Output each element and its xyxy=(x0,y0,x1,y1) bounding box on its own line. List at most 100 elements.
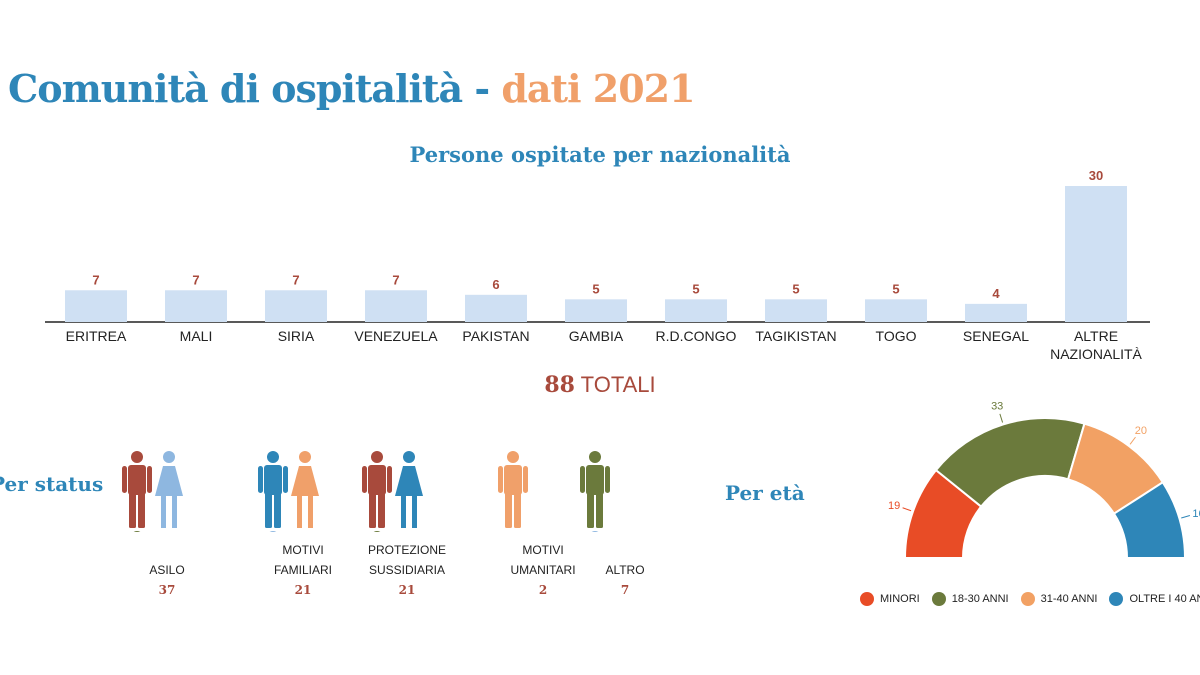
bar xyxy=(1065,186,1127,322)
title-year: dati 2021 xyxy=(501,66,695,111)
person-man-icon xyxy=(258,451,288,528)
bar xyxy=(965,303,1027,322)
x-tick-label: SENEGAL xyxy=(963,328,1029,344)
legend-item: OLTRE I 40 ANNI xyxy=(1109,591,1200,606)
bar xyxy=(165,290,227,322)
status-icons xyxy=(258,450,332,532)
person-man-icon xyxy=(591,531,599,532)
person-woman-icon xyxy=(155,451,183,528)
bar-value-label: 7 xyxy=(292,272,299,287)
status-label: PROTEZIONE xyxy=(367,543,446,557)
x-tick-label: VENEZUELA xyxy=(354,328,438,344)
legend-label: 31-40 ANNI xyxy=(1040,592,1098,605)
status-icons xyxy=(362,450,440,532)
bar xyxy=(865,299,927,322)
page-title: Comunità di ospitalità - dati 2021 xyxy=(8,66,696,111)
x-tick-label: ALTRE NAZIONALITÀ xyxy=(1050,328,1142,362)
status-icons xyxy=(122,450,212,532)
legend-label: 18-30 ANNI xyxy=(951,592,1009,605)
title-separator: - xyxy=(462,66,502,111)
person-man-icon xyxy=(362,451,392,528)
legend-label: OLTRE I 40 ANNI xyxy=(1129,592,1200,605)
status-count: 7 xyxy=(620,583,630,597)
bar xyxy=(265,290,327,322)
status-icons xyxy=(498,450,532,532)
bar-value-label: 4 xyxy=(992,286,1000,301)
person-woman-icon xyxy=(395,451,423,528)
person-man-icon xyxy=(373,531,381,532)
x-tick-label: ERITREA xyxy=(66,328,127,344)
status-label: UMANITARI xyxy=(510,563,576,577)
status-icons xyxy=(580,450,626,532)
bar-value-label: 7 xyxy=(92,272,99,287)
legend-swatch xyxy=(931,591,946,606)
legend-item: 31-40 ANNI xyxy=(1020,591,1098,606)
person-man-icon xyxy=(122,451,152,528)
x-tick-label: PAKISTAN xyxy=(462,328,529,344)
status-count: 2 xyxy=(538,583,548,597)
status-group: MOTIVI FAMILIARI 21 xyxy=(248,450,358,620)
status-label: ALTRO xyxy=(605,563,645,577)
person-man-icon xyxy=(269,531,277,532)
slice-leader-line xyxy=(1181,514,1191,519)
slice-value-label: 33 xyxy=(991,400,1003,412)
bar-value-label: 30 xyxy=(1089,168,1103,183)
bar xyxy=(465,294,527,322)
bar xyxy=(65,290,127,322)
age-legend: MINORI 18-30 ANNI 31-40 ANNI OLTRE I 40 ANN… xyxy=(860,590,1200,606)
x-tick-label: TAGIKISTAN xyxy=(755,328,836,344)
bar-value-label: 5 xyxy=(792,281,799,296)
slice-leader-line xyxy=(1129,436,1136,445)
x-tick-label: GAMBIA xyxy=(569,328,624,344)
age-donut-chart: 19 33 20 16 xyxy=(888,400,1200,559)
status-label: ASILO xyxy=(149,563,185,577)
slice-value-label: 19 xyxy=(888,500,900,512)
status-label: SUSSIDIARIA xyxy=(368,563,446,577)
legend-item: 18-30 ANNI xyxy=(931,591,1009,606)
status-group: MOTIVI UMANITARI 2 xyxy=(488,450,598,620)
person-woman-icon xyxy=(291,451,319,528)
status-section-title: Per status xyxy=(0,472,104,496)
bar xyxy=(765,299,827,322)
status-count: 21 xyxy=(294,583,312,597)
status-count: 37 xyxy=(158,583,176,597)
x-tick-label: R.D.CONGO xyxy=(656,328,737,344)
status-group: ALTRO 7 xyxy=(570,450,680,620)
bar xyxy=(565,299,627,322)
bar-value-label: 7 xyxy=(392,272,399,287)
slice-leader-line xyxy=(999,413,1004,423)
legend-swatch xyxy=(860,591,874,606)
total-number: 88 xyxy=(544,372,575,398)
legend-swatch xyxy=(1109,591,1124,606)
person-man-icon xyxy=(580,451,610,528)
bar-value-label: 5 xyxy=(892,281,899,296)
bar-value-label: 5 xyxy=(592,281,599,296)
donut-slice xyxy=(1112,480,1187,559)
legend-label: MINORI xyxy=(880,592,920,605)
slice-value-label: 20 xyxy=(1135,425,1147,437)
bar-value-label: 7 xyxy=(192,272,199,287)
x-tick-label: TOGO xyxy=(876,328,917,344)
total-label: TOTALI xyxy=(580,372,656,397)
title-main: Comunità di ospitalità xyxy=(8,66,463,111)
bar xyxy=(665,299,727,322)
nationality-bar-chart: 7 ERITREA 7 MALI 7 SIRIA 7 VENEZUELA 6 PAKISTAN 5 G… xyxy=(45,168,1150,362)
status-label: MOTIVI xyxy=(282,543,324,557)
x-tick-label: MALI xyxy=(180,328,213,344)
total-count: 88 TOTALI xyxy=(0,372,1200,398)
bar-value-label: 6 xyxy=(492,277,499,292)
status-label: FAMILIARI xyxy=(273,563,332,577)
status-group: PROTEZIONE SUSSIDIARIA 21 xyxy=(352,450,462,620)
bar xyxy=(365,290,427,322)
bar-value-label: 5 xyxy=(692,281,699,296)
status-count: 21 xyxy=(398,583,416,597)
legend-item: MINORI xyxy=(860,591,920,606)
person-man-icon xyxy=(133,531,141,532)
status-group: ASILO 37 xyxy=(112,450,222,620)
legend-swatch xyxy=(1020,591,1035,606)
slice-value-label: 16 xyxy=(1192,508,1200,520)
person-man-icon xyxy=(498,451,528,528)
bar-chart-title: Persone ospitate per nazionalità xyxy=(409,142,791,167)
slice-leader-line xyxy=(902,507,912,512)
x-tick-label: SIRIA xyxy=(278,328,315,344)
